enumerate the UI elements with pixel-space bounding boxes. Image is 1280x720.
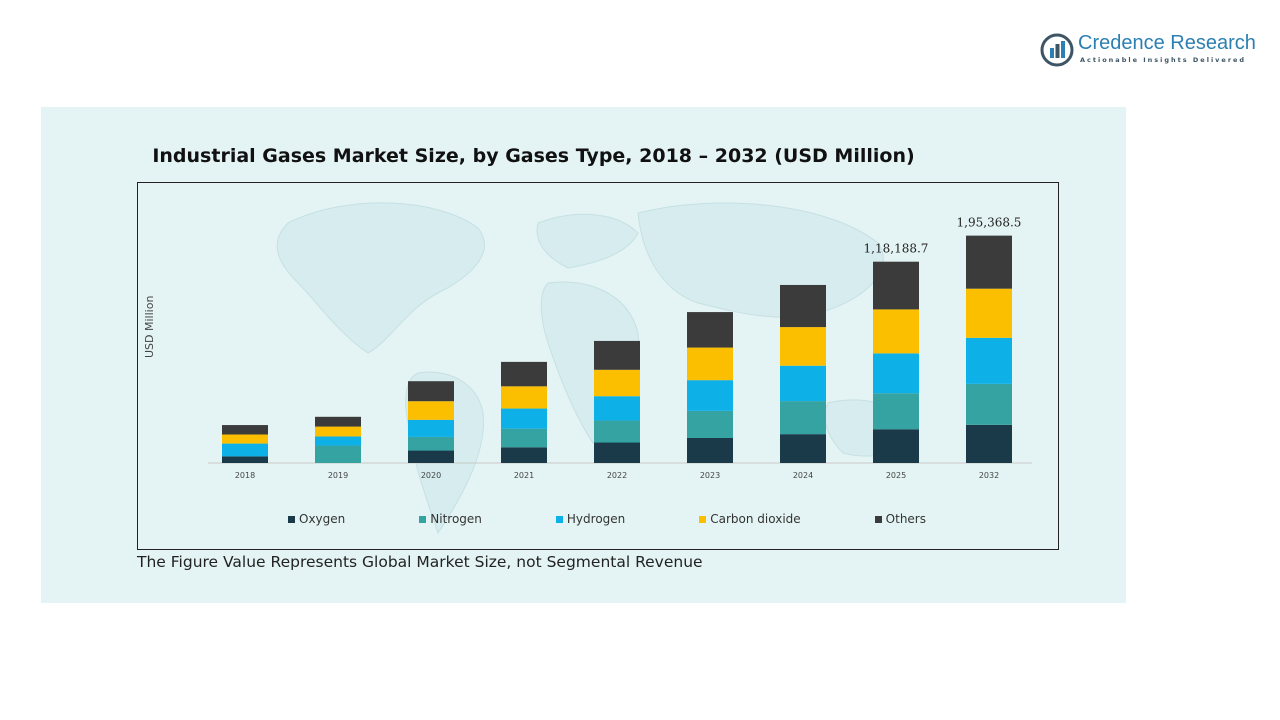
- bar-segment-hydrogen-2020: [408, 419, 454, 437]
- legend-label: Carbon dioxide: [710, 512, 801, 526]
- bar-segment-hydrogen-2019: [315, 436, 361, 446]
- plot-area: 2018 2019 2020 2021 2022 2023 2024 2025 1,18,188…: [137, 182, 1059, 550]
- x-tick-label: 2024: [793, 471, 813, 480]
- brand-logo: Credence Research Actionable Insights De…: [1040, 30, 1260, 70]
- bar-segment-others-2025: [873, 261, 919, 310]
- bar-segment-nitrogen-2020: [408, 436, 454, 451]
- bar-segment-hydrogen-2025: [873, 353, 919, 394]
- bar-segment-carbon-dioxide-2023: [687, 347, 733, 381]
- bar-segment-others-2024: [780, 284, 826, 328]
- bar-segment-hydrogen-2021: [501, 408, 547, 429]
- chart-title: Industrial Gases Market Size, by Gases T…: [152, 145, 915, 167]
- legend-swatch: [699, 515, 707, 523]
- bar-segment-others-2019: [315, 416, 361, 427]
- legend-item: Nitrogen: [419, 511, 482, 527]
- bar-segment-carbon-dioxide-2021: [501, 386, 547, 409]
- bar-segment-oxygen-2021: [501, 447, 547, 463]
- legend-swatch: [555, 515, 563, 523]
- bar-segment-carbon-dioxide-2025: [873, 309, 919, 354]
- legend-item: Hydrogen: [555, 511, 626, 527]
- bar-segment-carbon-dioxide-2020: [408, 401, 454, 420]
- legend-swatch: [288, 515, 295, 523]
- bar-segment-nitrogen-2021: [501, 428, 547, 448]
- bar-segment-hydrogen-2023: [687, 380, 733, 411]
- bar-segment-others-2022: [594, 340, 640, 370]
- legend-label: Oxygen: [299, 512, 346, 526]
- y-axis-label: USD Million: [143, 295, 156, 358]
- bar-segment-others-2020: [408, 381, 454, 402]
- x-tick-label: 2018: [235, 471, 255, 480]
- bar-segment-oxygen-2022: [594, 442, 640, 463]
- x-tick-label: 2019: [328, 471, 348, 480]
- bar-segment-nitrogen-2022: [594, 420, 640, 443]
- x-tick-label: 2020: [421, 471, 441, 480]
- bar-segment-nitrogen-2025: [873, 393, 919, 430]
- bar-segment-nitrogen-2019: [315, 445, 361, 463]
- bar-segment-oxygen-2032: [966, 424, 1012, 463]
- bar-segment-oxygen-2018: [222, 456, 268, 463]
- legend-label: Nitrogen: [430, 512, 482, 526]
- footnote: The Figure Value Represents Global Marke…: [137, 553, 703, 571]
- bar-segment-oxygen-2023: [687, 437, 733, 463]
- data-label: 1,95,368.5: [957, 216, 1022, 230]
- bar-segment-nitrogen-2023: [687, 410, 733, 438]
- bar-segment-hydrogen-2022: [594, 396, 640, 421]
- bar-segment-nitrogen-2024: [780, 401, 826, 435]
- legend-label: Others: [885, 512, 926, 526]
- stacked-bar-chart: 2018 2019 2020 2021 2022 2023 2024 2025 1,18,188…: [208, 216, 1032, 480]
- bar-segment-others-2032: [966, 235, 1012, 289]
- brand-name: Credence Research: [1078, 32, 1256, 54]
- legend-label: Hydrogen: [566, 512, 626, 526]
- bar-segment-oxygen-2024: [780, 434, 826, 463]
- chart-panel: Industrial Gases Market Size, by Gases T…: [41, 107, 1126, 603]
- bar-segment-nitrogen-2032: [966, 383, 1012, 425]
- legend-item: Carbon dioxide: [699, 511, 801, 527]
- bar-segment-carbon-dioxide-2019: [315, 426, 361, 437]
- legend-item: Others: [874, 511, 926, 527]
- data-label: 1,18,188.7: [864, 242, 929, 256]
- bar-segment-others-2023: [687, 312, 733, 348]
- legend: Oxygen Nitrogen Hydrogen Carbon dioxide Othe…: [288, 511, 928, 527]
- brand-logo-icon: [1040, 33, 1074, 67]
- bar-segment-others-2021: [501, 361, 547, 387]
- legend-item: Oxygen: [288, 511, 345, 527]
- legend-swatch: [419, 515, 427, 523]
- x-tick-label: 2021: [514, 471, 534, 480]
- x-tick-label: 2023: [700, 471, 720, 480]
- bar-segment-carbon-dioxide-2018: [222, 434, 268, 444]
- x-tick-label: 2032: [979, 471, 999, 480]
- brand-tagline: Actionable Insights Delivered: [1080, 56, 1247, 64]
- bar-segment-carbon-dioxide-2032: [966, 288, 1012, 338]
- bar-segment-oxygen-2020: [408, 450, 454, 463]
- bar-segment-others-2018: [222, 425, 268, 435]
- bar-segment-carbon-dioxide-2022: [594, 369, 640, 397]
- legend-swatch: [874, 515, 882, 523]
- bar-segment-hydrogen-2024: [780, 365, 826, 402]
- bar-segment-oxygen-2025: [873, 429, 919, 463]
- bar-segment-hydrogen-2018: [222, 443, 268, 457]
- bar-segment-carbon-dioxide-2024: [780, 327, 826, 366]
- bar-segment-hydrogen-2032: [966, 337, 1012, 384]
- x-tick-label: 2025: [886, 471, 906, 480]
- x-tick-label: 2022: [607, 471, 627, 480]
